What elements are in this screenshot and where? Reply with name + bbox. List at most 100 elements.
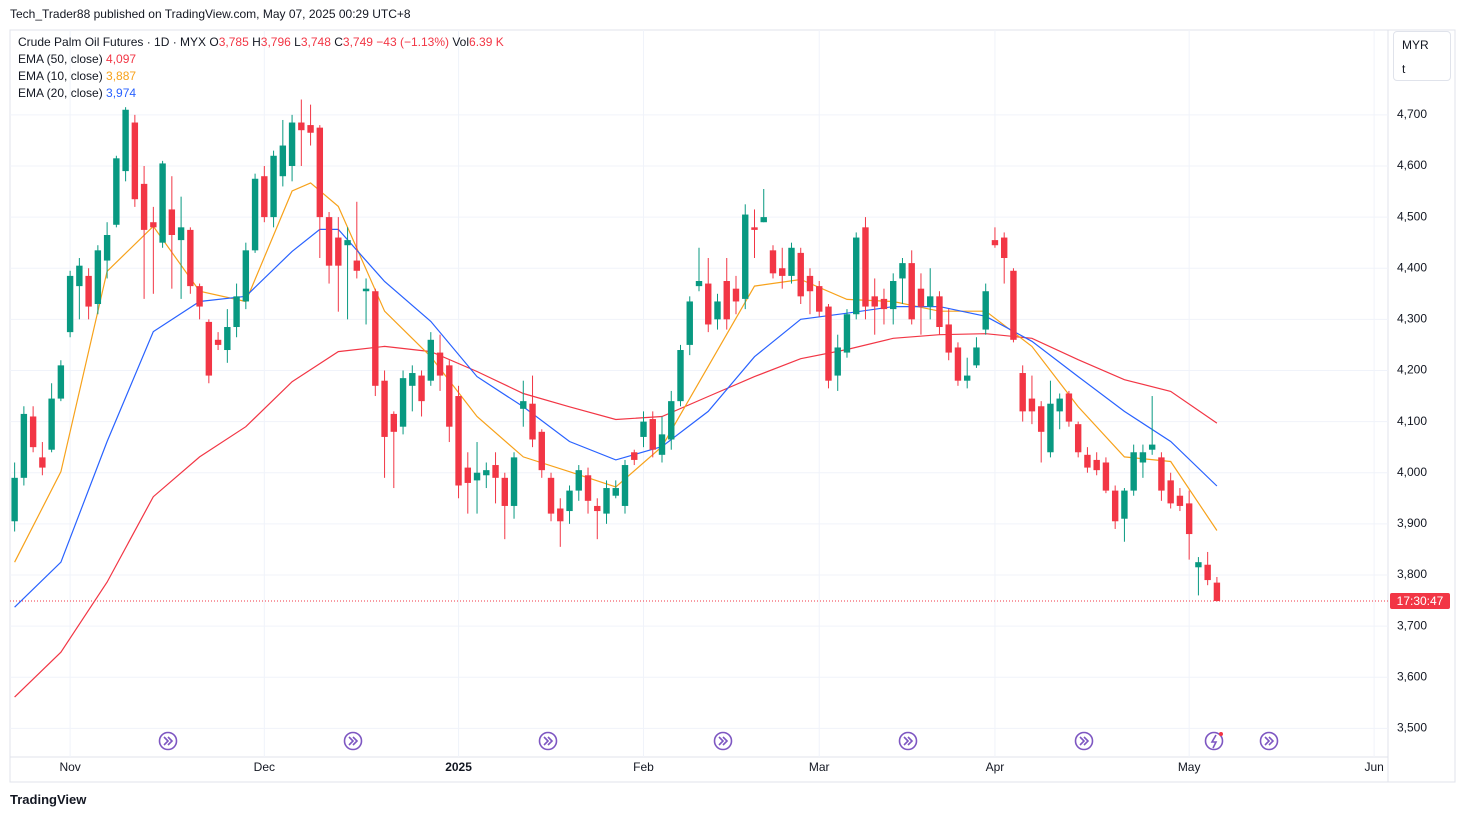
candle-body [594, 505, 601, 512]
candle-body [732, 288, 740, 302]
candle-body [187, 229, 194, 287]
x-tick-label: May [1178, 760, 1201, 774]
candle-body [890, 281, 897, 310]
ema-legend-row: EMA (50, close) 4,097 [18, 51, 504, 68]
candle-body [695, 281, 703, 287]
symbol: Crude Palm Oil Futures · 1D · MYX [18, 35, 207, 49]
candle-body [1074, 424, 1082, 453]
candle-body [76, 265, 83, 287]
event-icon[interactable] [343, 731, 363, 751]
y-tick-label: 4,700 [1397, 107, 1427, 121]
candle-body [991, 240, 999, 246]
candle-body [316, 127, 324, 218]
candle-body [880, 298, 888, 310]
candle-body [279, 145, 287, 177]
candle-body [797, 252, 804, 297]
candle-body [677, 350, 684, 402]
event-icon[interactable] [1204, 731, 1224, 751]
candle-body [94, 250, 102, 305]
candle-body [307, 125, 314, 133]
candle-body [936, 296, 943, 328]
x-tick-label: 2025 [445, 760, 472, 774]
candle-body [20, 413, 28, 478]
y-tick-label: 4,300 [1397, 312, 1427, 326]
candle-body [1047, 403, 1054, 453]
candle-body [11, 477, 18, 522]
candle-body [131, 122, 139, 200]
ema-name: EMA (50, close) [18, 52, 103, 66]
candle-body [196, 286, 203, 307]
candle-body [668, 401, 675, 440]
event-icon[interactable] [898, 731, 918, 751]
candle-body [973, 347, 980, 366]
candle-body [1139, 452, 1147, 463]
grid [10, 30, 1388, 757]
candle-body [362, 288, 370, 292]
candle-body [1111, 490, 1119, 522]
ema-name: EMA (10, close) [18, 69, 103, 83]
currency: MYR [1402, 38, 1429, 52]
candle-body [418, 375, 425, 402]
x-tick-label: Dec [254, 760, 275, 774]
legend-key: H [252, 35, 261, 49]
candle-body [66, 275, 74, 333]
candle-body [862, 227, 869, 307]
legend-value: 3,749 [342, 35, 373, 49]
candle-body [224, 327, 231, 351]
candle-body [917, 288, 925, 307]
candle-body [288, 122, 296, 166]
candle-body [566, 490, 573, 512]
candle-body [982, 291, 989, 330]
candle-body [1093, 459, 1100, 471]
y-tick-label: 3,800 [1397, 567, 1427, 581]
legend-key: L [294, 35, 301, 49]
candle-body [29, 416, 37, 448]
legend-main: Crude Palm Oil Futures · 1D · MYX O3,785… [18, 34, 504, 51]
axes: 3,500 3,600 3,700 3,800 3,900 4,000 4,100 4,200… [59, 107, 1450, 774]
candle-body [825, 306, 832, 381]
event-icon[interactable] [158, 731, 178, 751]
unit-box[interactable]: MYR t [1393, 31, 1451, 81]
candle-body [214, 339, 222, 345]
x-tick-label: Mar [809, 760, 830, 774]
candle-body [372, 291, 379, 386]
candle-body [529, 403, 536, 440]
candle-body [816, 286, 823, 312]
candle-body [1213, 582, 1221, 602]
candle-body [39, 457, 46, 468]
candle-body [603, 488, 610, 514]
candle-body [103, 234, 111, 261]
event-icon[interactable] [1259, 731, 1279, 751]
ema-line [14, 333, 1218, 698]
event-icon[interactable] [713, 731, 733, 751]
candle-body [159, 163, 166, 243]
legend-value: 6.39 K [469, 35, 504, 49]
candle-body [945, 324, 952, 353]
x-tick-label: Jun [1364, 760, 1383, 774]
candle-body [381, 380, 388, 437]
candle-body [113, 158, 120, 225]
event-icon[interactable] [1074, 731, 1094, 751]
y-tick-label: 3,900 [1397, 516, 1427, 530]
y-tick-label: 4,000 [1397, 465, 1427, 479]
candle-body [335, 237, 342, 266]
candle-body [547, 477, 555, 514]
candle-body [631, 452, 638, 460]
legend: Crude Palm Oil Futures · 1D · MYX O3,785… [18, 34, 504, 102]
candle-body [492, 465, 499, 478]
candle-body [853, 237, 860, 315]
candle-body [427, 339, 434, 381]
candle-body [1176, 495, 1184, 506]
event-icon[interactable] [538, 731, 558, 751]
y-tick-label: 3,500 [1397, 720, 1427, 734]
candle-body [621, 465, 629, 506]
y-tick-label: 4,600 [1397, 158, 1427, 172]
logo: TradingView [10, 792, 87, 807]
candle-body [1167, 480, 1174, 504]
candle-body [806, 275, 814, 292]
candle-body [871, 296, 878, 307]
candle-body [779, 268, 786, 276]
legend-value: 3,796 [260, 35, 291, 49]
legend-value: 3,748 [300, 35, 331, 49]
